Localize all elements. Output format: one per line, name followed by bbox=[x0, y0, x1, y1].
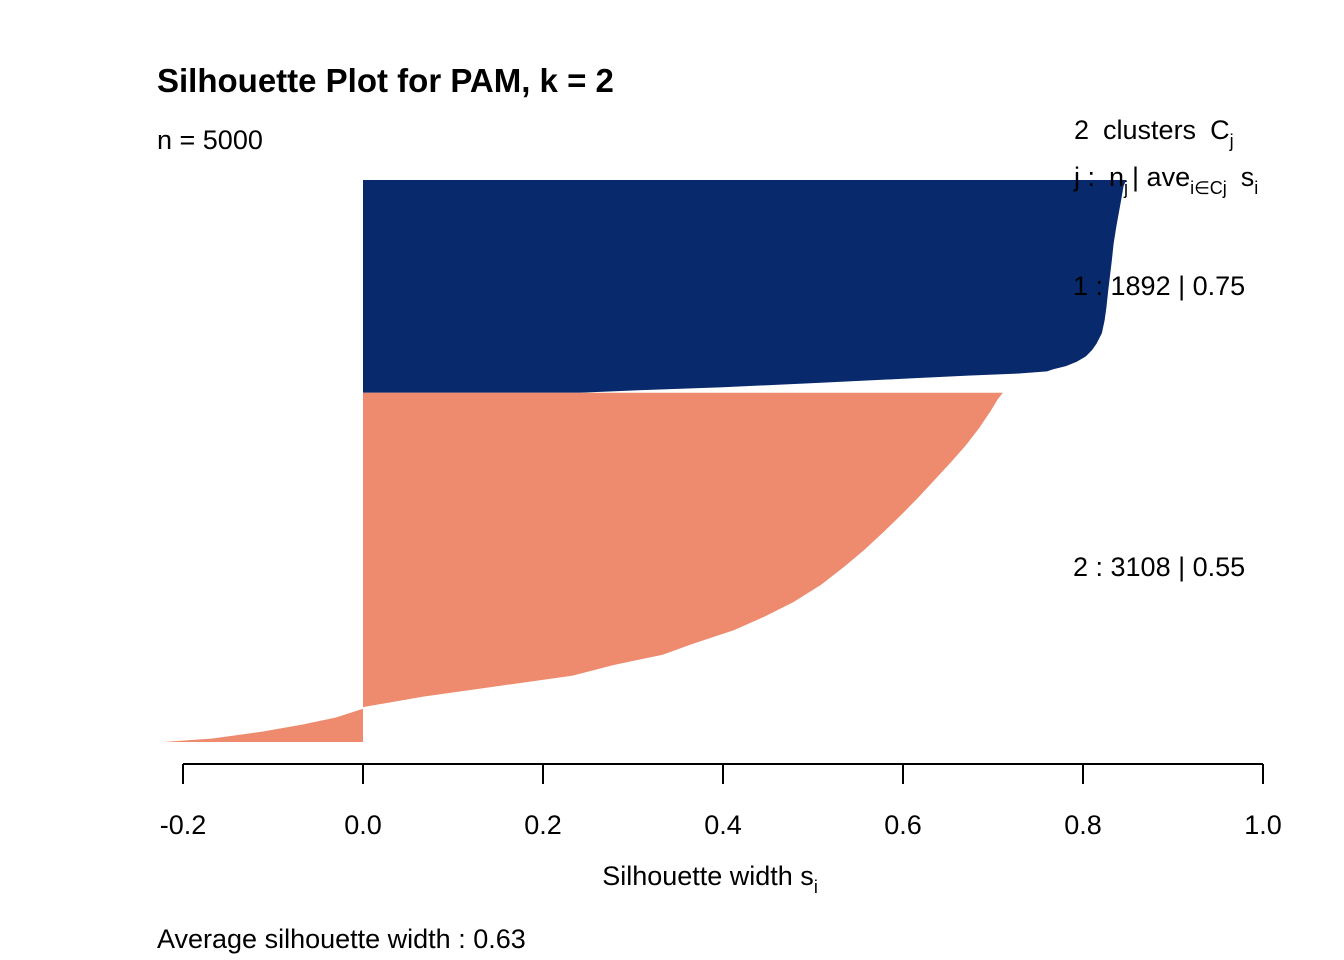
legend-n-subscript: j bbox=[1123, 178, 1128, 198]
cluster-1-label: 1 : 1892 | 0.75 bbox=[1073, 271, 1245, 301]
x-axis-ticks: -0.2 0.0 0.2 0.4 0.6 0.8 1.0 bbox=[160, 764, 1282, 840]
n-label: n = 5000 bbox=[157, 125, 263, 155]
legend-c-subscript: j bbox=[1229, 131, 1234, 151]
legend-ave-subscript: i∈Cj bbox=[1190, 178, 1227, 198]
x-tick-label: 0.4 bbox=[704, 810, 742, 840]
legend-clusters-word: clusters bbox=[1103, 115, 1196, 145]
x-tick-label: -0.2 bbox=[160, 810, 207, 840]
cluster-1-silhouette-bar bbox=[363, 180, 1127, 393]
x-tick-label: 0.8 bbox=[1064, 810, 1102, 840]
legend-header-line-1: 2 clusters Cj bbox=[1074, 115, 1234, 151]
silhouette-bars bbox=[163, 180, 1127, 742]
cluster-2-silhouette-bar bbox=[163, 392, 1003, 742]
legend-c-symbol: C bbox=[1210, 115, 1230, 145]
legend-cluster-count: 2 bbox=[1074, 115, 1089, 145]
x-tick-label: 0.6 bbox=[884, 810, 922, 840]
legend-s-symbol: s bbox=[1241, 162, 1255, 192]
legend-s-subscript: i bbox=[1254, 178, 1258, 198]
cluster-2-label: 2 : 3108 | 0.55 bbox=[1073, 552, 1245, 582]
legend-header-line-2: j : nj | avei∈Cj si bbox=[1073, 162, 1258, 198]
x-tick-label: 1.0 bbox=[1244, 810, 1282, 840]
x-axis-title-text: Silhouette width s bbox=[602, 861, 814, 891]
x-tick-label: 0.2 bbox=[524, 810, 562, 840]
average-silhouette-footer: Average silhouette width : 0.63 bbox=[157, 924, 526, 954]
legend-j-label: j : bbox=[1073, 162, 1095, 192]
x-axis-title-subscript: i bbox=[814, 877, 818, 897]
chart-title: Silhouette Plot for PAM, k = 2 bbox=[157, 62, 614, 99]
x-axis-title: Silhouette width si bbox=[602, 861, 818, 897]
legend-n-symbol: n bbox=[1109, 162, 1124, 192]
x-tick-label: 0.0 bbox=[344, 810, 382, 840]
legend-ave-symbol: | ave bbox=[1132, 162, 1190, 192]
